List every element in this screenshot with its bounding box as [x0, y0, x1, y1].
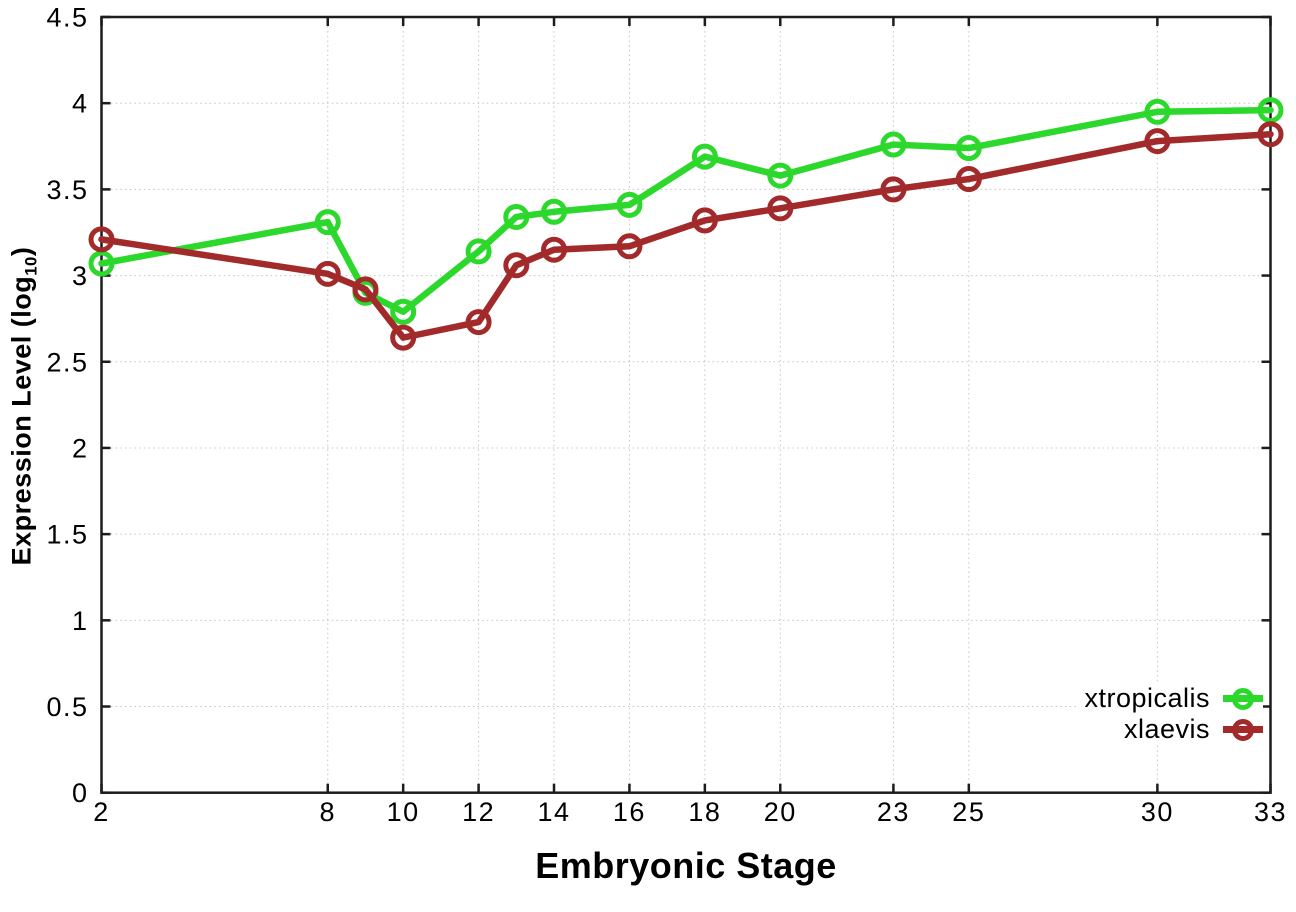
data-point-xlaevis-33	[1257, 121, 1284, 148]
x-tick-label-25: 25	[952, 797, 985, 827]
data-point-xlaevis-25	[955, 166, 982, 193]
data-point-xlaevis-14	[541, 236, 568, 263]
data-point-xlaevis-12	[465, 309, 492, 336]
legend-circle-marker	[1232, 687, 1254, 710]
y-tick-label-2: 2	[72, 433, 89, 463]
series-xlaevis	[88, 121, 1284, 351]
legend-sample-xlaevis	[1223, 714, 1263, 745]
y-tick-label-2.5: 2.5	[46, 347, 88, 377]
x-tick-label-33: 33	[1254, 797, 1287, 827]
y-tick-label-1: 1	[72, 606, 89, 636]
x-axis-title: Embryonic Stage	[535, 845, 837, 886]
x-tick-label-30: 30	[1141, 797, 1174, 827]
x-tick-label-23: 23	[877, 797, 910, 827]
y-tick-label-3.5: 3.5	[46, 175, 88, 205]
legend-item-xtropicalis: xtropicalis	[1084, 683, 1263, 714]
data-point-xtropicalis-12	[465, 238, 492, 265]
data-point-xtropicalis-33	[1257, 97, 1284, 124]
data-point-xtropicalis-2	[88, 250, 115, 277]
x-tick-label-16: 16	[613, 797, 646, 827]
y-tick-label-4.5: 4.5	[46, 3, 88, 33]
series-line-xlaevis	[98, 130, 1274, 341]
data-point-xlaevis-9	[352, 276, 379, 303]
data-point-xtropicalis-13	[503, 203, 530, 230]
legend-item-xlaevis: xlaevis	[1124, 714, 1263, 745]
data-point-xlaevis-18	[691, 207, 718, 234]
x-tick-label-8: 8	[319, 797, 336, 827]
y-axis-title-suffix: )	[6, 246, 37, 257]
data-point-xlaevis-2	[88, 226, 115, 253]
legend-circle-marker	[1232, 718, 1254, 741]
data-point-xlaevis-20	[767, 195, 794, 222]
x-tick-label-10: 10	[387, 797, 420, 827]
axis-tick-marks	[100, 15, 1272, 794]
data-point-xtropicalis-20	[767, 162, 794, 189]
x-tick-label-2: 2	[93, 797, 110, 827]
x-tick-label-18: 18	[688, 797, 721, 827]
data-point-xtropicalis-8	[314, 209, 341, 236]
x-tick-label-14: 14	[537, 797, 570, 827]
y-axis-title-subscript: 10	[21, 256, 41, 276]
y-tick-label-3: 3	[72, 261, 89, 291]
x-tick-label-20: 20	[764, 797, 797, 827]
series-xtropicalis	[88, 97, 1284, 325]
data-point-xtropicalis-14	[541, 198, 568, 225]
data-point-xtropicalis-16	[616, 191, 643, 218]
y-axis-title: Expression Level (log10)	[6, 247, 41, 566]
y-tick-label-4: 4	[72, 89, 89, 119]
data-point-xtropicalis-10	[390, 298, 417, 325]
y-tick-label-0.5: 0.5	[46, 692, 88, 722]
data-point-xlaevis-23	[880, 176, 907, 203]
x-tick-label-12: 12	[462, 797, 495, 827]
legend-sample-xtropicalis	[1223, 683, 1263, 714]
data-point-xlaevis-10	[390, 324, 417, 351]
data-point-xlaevis-30	[1144, 128, 1171, 155]
legend-label-xtropicalis: xtropicalis	[1084, 683, 1210, 713]
legend: xtropicalis xlaevis	[1076, 683, 1263, 745]
data-point-xtropicalis-25	[955, 135, 982, 162]
y-axis-title-text: Expression Level (log	[6, 275, 37, 566]
legend-label-xlaevis: xlaevis	[1123, 714, 1210, 744]
plot-border	[100, 15, 1272, 794]
y-tick-label-0: 0	[72, 778, 89, 808]
gridlines	[101, 16, 1271, 794]
y-tick-label-1.5: 1.5	[46, 520, 88, 550]
data-point-xtropicalis-18	[691, 143, 718, 170]
tick-labels: 2 8 10 12 14 16 18 20 23 25 30 33 0 0.5 1 1.5 2 2.5 3 3.5 4 4…	[46, 3, 1287, 828]
data-point-xtropicalis-23	[880, 131, 907, 158]
data-point-xlaevis-8	[314, 260, 341, 287]
series-line-xtropicalis	[98, 106, 1274, 316]
data-point-xlaevis-13	[503, 252, 530, 279]
data-point-xtropicalis-30	[1144, 98, 1171, 125]
data-point-xlaevis-16	[616, 233, 643, 260]
